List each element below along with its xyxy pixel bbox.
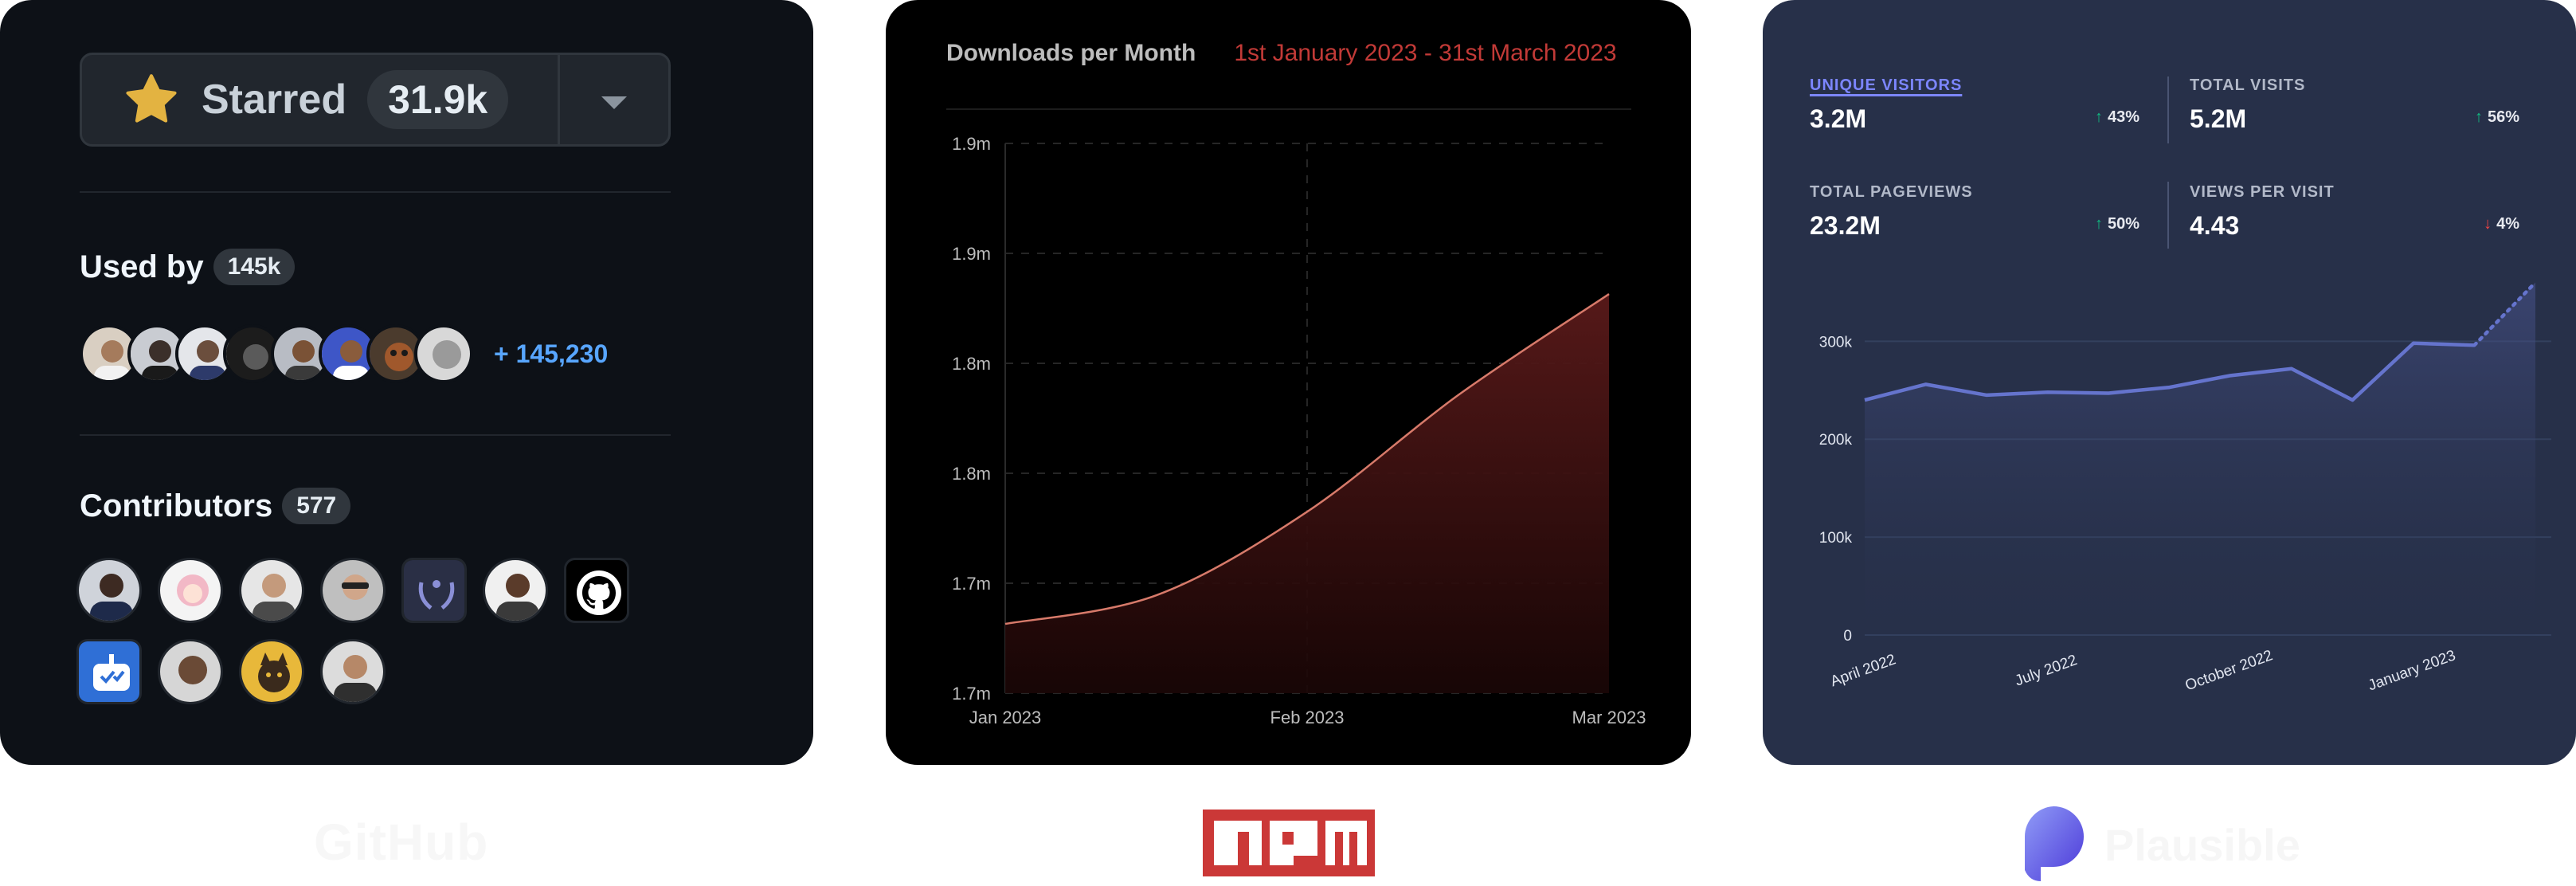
kpi-value: 4.43 [2190, 211, 2240, 240]
plausible-card: UNIQUE VISITORS 3.2M ↑ 43% TOTAL VISITS 5… [1763, 0, 2576, 765]
kpi-change: ↓ 4% [2484, 215, 2519, 233]
avatar[interactable] [158, 558, 223, 623]
star-button-group: Starred 31.9k [80, 53, 671, 147]
kpi-value: 5.2M [2190, 104, 2247, 133]
kpi-change: ↑ 56% [2475, 108, 2519, 127]
kpi-label: UNIQUE VISITORS [1810, 76, 1963, 94]
kpi-change-value: 56% [2487, 108, 2519, 126]
y-tick-label: 0 [1843, 628, 1852, 645]
used-by-title: Used by [80, 249, 204, 284]
used-by-avatars[interactable]: + 145,230 [80, 322, 608, 386]
y-tick-label: 1.7m [952, 574, 991, 594]
divider [80, 191, 671, 193]
avatar [223, 324, 282, 383]
used-by-heading: Used by 145k [80, 249, 296, 285]
bot-icon[interactable] [76, 639, 142, 704]
avatar [127, 324, 186, 383]
avatar[interactable] [158, 639, 223, 704]
npm-area-fill [1005, 294, 1609, 693]
plausible-logo-text: Plausible [2104, 819, 2300, 870]
avatar[interactable] [239, 558, 304, 623]
kpi-total-pageviews[interactable]: TOTAL PAGEVIEWS 23.2M ↑ 50% [1810, 183, 2152, 241]
avatar[interactable] [76, 558, 142, 623]
kpi-change-value: 50% [2107, 215, 2139, 233]
arrow-up-icon: ↑ [2094, 215, 2103, 233]
divider [2167, 182, 2169, 249]
avatar[interactable] [320, 558, 386, 623]
arrow-down-icon: ↓ [2484, 215, 2492, 233]
x-tick-label: Jan 2023 [969, 708, 1042, 727]
visitors-chart: 300k 200k 100k 0 April 2022 July 2022 October… [1819, 280, 2551, 694]
x-tick-label: April 2022 [1828, 651, 1898, 690]
star-icon [126, 74, 177, 123]
y-tick-label: 1.9m [952, 134, 991, 154]
x-tick-label: October 2022 [2183, 647, 2275, 694]
x-tick-label: January 2023 [2366, 647, 2457, 694]
avatar[interactable] [320, 639, 386, 704]
avatar[interactable] [401, 558, 467, 623]
divider [2167, 76, 2169, 143]
kpi-label: TOTAL PAGEVIEWS [1810, 183, 1973, 201]
kpi-change-value: 4% [2496, 215, 2519, 233]
kpi-change: ↑ 50% [2095, 215, 2139, 233]
avatar [175, 324, 234, 383]
kpi-change-value: 43% [2107, 108, 2139, 126]
kpi-unique-visitors[interactable]: UNIQUE VISITORS 3.2M ↑ 43% [1810, 76, 2152, 134]
npm-logo [1203, 810, 1375, 876]
contributors-grid [76, 558, 650, 704]
x-tick-label: July 2022 [2013, 652, 2080, 690]
github-logo: GitHub [314, 813, 489, 871]
y-tick-label: 100k [1819, 530, 1853, 547]
starred-label: Starred [202, 76, 347, 123]
starred-button[interactable]: Starred 31.9k [82, 55, 560, 144]
visitors-area-fill [1865, 282, 2535, 635]
npm-series-line [1004, 293, 1610, 625]
kpi-label: VIEWS PER VISIT [2190, 183, 2335, 201]
plausible-icon [2025, 806, 2084, 881]
y-tick-label: 200k [1819, 432, 1853, 449]
y-tick-label: 1.8m [952, 464, 991, 484]
star-dropdown-button[interactable] [560, 55, 668, 144]
contributors-heading: Contributors 577 [80, 488, 351, 524]
visitors-series-line-projection [2472, 280, 2538, 347]
avatar [414, 324, 473, 383]
npm-header: Downloads per Month 1st January 2023 - 3… [946, 40, 1617, 67]
kpi-label: TOTAL VISITS [2190, 76, 2306, 94]
avatar[interactable] [239, 639, 304, 704]
npm-date-range[interactable]: 1st January 2023 - 31st March 2023 [1234, 40, 1617, 66]
used-by-count-badge: 145k [213, 249, 296, 285]
npm-downloads-chart: 1.9m 1.9m 1.8m 1.8m 1.7m 1.7m Jan 2023 Feb 202… [952, 134, 1646, 727]
star-count-badge: 31.9k [367, 70, 509, 129]
chevron-down-icon [601, 96, 627, 109]
kpi-views-per-visit[interactable]: VIEWS PER VISIT 4.43 ↓ 4% [2190, 183, 2532, 241]
visitors-series-line [1864, 341, 2475, 402]
divider [946, 108, 1631, 110]
npm-card: Downloads per Month 1st January 2023 - 3… [886, 0, 1691, 765]
contributors-count-badge: 577 [282, 488, 351, 524]
x-tick-label: Mar 2023 [1572, 708, 1646, 727]
divider [80, 434, 671, 436]
y-tick-label: 300k [1819, 334, 1853, 351]
github-card: Starred 31.9k Used by 145k + 145,230 [0, 0, 813, 765]
arrow-up-icon: ↑ [2474, 108, 2483, 126]
y-tick-label: 1.7m [952, 684, 991, 704]
kpi-total-visits[interactable]: TOTAL VISITS 5.2M ↑ 56% [2190, 76, 2532, 134]
arrow-up-icon: ↑ [2094, 108, 2103, 126]
npm-chart-title: Downloads per Month [946, 40, 1196, 66]
y-tick-label: 1.9m [952, 244, 991, 264]
used-by-more-link[interactable]: + 145,230 [494, 339, 609, 368]
plausible-logo: Plausible [2022, 805, 2300, 884]
kpi-value: 3.2M [1810, 104, 1867, 133]
kpi-change: ↑ 43% [2095, 108, 2139, 127]
avatar [80, 324, 139, 383]
x-tick-label: Feb 2023 [1270, 708, 1345, 727]
github-icon[interactable] [564, 558, 629, 623]
kpi-value: 23.2M [1810, 211, 1881, 240]
contributors-title: Contributors [80, 488, 273, 523]
avatar[interactable] [483, 558, 548, 623]
y-tick-label: 1.8m [952, 354, 991, 374]
